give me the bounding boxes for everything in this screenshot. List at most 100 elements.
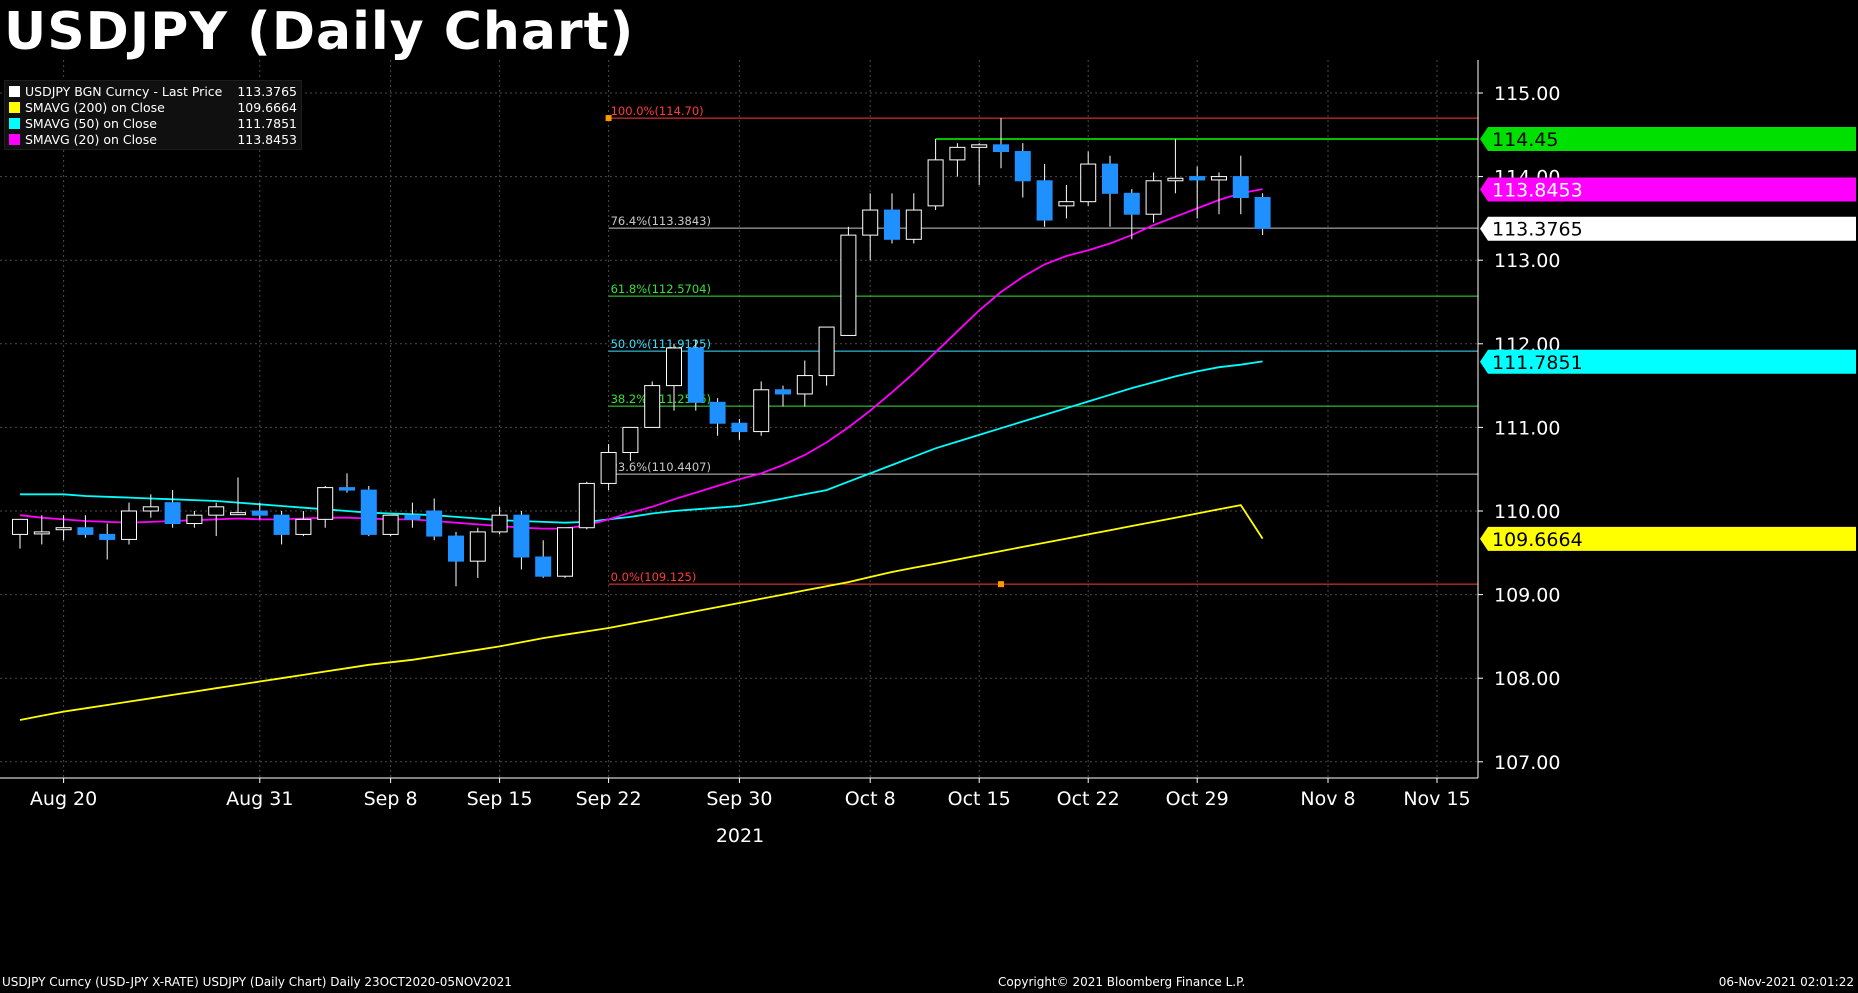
candle-up bbox=[666, 347, 682, 387]
candle-down bbox=[404, 514, 421, 520]
sma-line-2 bbox=[19, 188, 1263, 530]
candle-down bbox=[448, 535, 464, 562]
x-tick-label: Oct 15 bbox=[948, 788, 1011, 810]
sma-line-0 bbox=[19, 504, 1264, 721]
y-tick-label: 113.00 bbox=[1494, 250, 1560, 272]
candle-up bbox=[121, 510, 137, 540]
candle-up bbox=[317, 487, 334, 520]
x-tick-label: Oct 29 bbox=[1166, 788, 1229, 810]
candle-up bbox=[12, 518, 28, 535]
price-tag-label: 113.8453 bbox=[1492, 180, 1583, 202]
candle-up bbox=[295, 518, 312, 535]
fib-label: 50.0%(111.9125) bbox=[611, 337, 711, 351]
candle-down bbox=[360, 489, 377, 535]
candle-up bbox=[644, 385, 661, 428]
legend-label: SMAVG (50) on Close bbox=[25, 115, 157, 131]
legend-value: 113.8453 bbox=[237, 131, 297, 147]
candle-up bbox=[622, 426, 639, 453]
legend-item-sma20: SMAVG (20) on Close 113.8453 bbox=[5, 131, 301, 147]
fib-label: 0.0%(109.125) bbox=[611, 570, 697, 584]
chart-legend: USDJPY BGN Curncy - Last Price 113.3765 … bbox=[4, 80, 302, 150]
y-tick-label: 107.00 bbox=[1494, 752, 1560, 774]
candle-up bbox=[905, 209, 922, 240]
fib-label: 61.8%(112.5704) bbox=[611, 282, 711, 296]
candle-down bbox=[164, 502, 181, 525]
legend-swatch-sma200 bbox=[9, 101, 20, 113]
candle-down bbox=[99, 533, 116, 540]
price-tag-label: 113.3765 bbox=[1492, 219, 1583, 241]
candle-down bbox=[1123, 192, 1140, 215]
x-tick-label: Nov 15 bbox=[1403, 788, 1470, 810]
candle-down bbox=[993, 144, 1009, 153]
x-tick-label: Aug 31 bbox=[226, 788, 293, 810]
legend-value: 111.7851 bbox=[237, 115, 297, 131]
fib-label: 76.4%(113.3843) bbox=[611, 214, 711, 228]
candle-up bbox=[578, 482, 595, 529]
y-tick-label: 111.00 bbox=[1494, 417, 1560, 439]
candle-up bbox=[230, 512, 246, 516]
candle-down bbox=[1014, 151, 1031, 182]
fib-label: 38.2%(111.2546) bbox=[611, 392, 711, 406]
legend-swatch-price bbox=[9, 85, 20, 97]
candle-up bbox=[557, 527, 573, 577]
price-tag bbox=[1480, 177, 1856, 202]
candle-down bbox=[1254, 197, 1271, 229]
sma-line-1 bbox=[20, 360, 1263, 524]
candle-down bbox=[1036, 180, 1053, 221]
fib-anchor-marker bbox=[998, 581, 1004, 588]
candle-up bbox=[55, 527, 72, 531]
candle-down bbox=[535, 556, 552, 577]
y-tick-label: 109.00 bbox=[1494, 585, 1560, 607]
y-tick-label: 108.00 bbox=[1494, 668, 1560, 690]
candle-up bbox=[1080, 163, 1097, 203]
candle-up bbox=[818, 326, 835, 377]
x-tick-label: Nov 8 bbox=[1300, 788, 1355, 810]
fib-anchor-marker bbox=[605, 115, 612, 122]
candle-down bbox=[731, 422, 748, 433]
candle-down bbox=[1102, 163, 1118, 194]
fib-label: 23.6%(110.4407) bbox=[611, 460, 711, 474]
candle-up bbox=[927, 159, 944, 207]
legend-value: 113.3765 bbox=[237, 83, 297, 99]
candle-up bbox=[1211, 176, 1227, 181]
x-tick-label: Sep 22 bbox=[576, 788, 642, 810]
candle-down bbox=[884, 209, 900, 240]
y-tick-label: 115.00 bbox=[1494, 83, 1560, 105]
x-tick-label: Sep 8 bbox=[364, 788, 418, 810]
candle-up bbox=[186, 514, 203, 525]
legend-item-price: USDJPY BGN Curncy - Last Price 113.3765 bbox=[5, 83, 301, 99]
legend-label: SMAVG (200) on Close bbox=[25, 99, 165, 115]
candle-up bbox=[862, 209, 879, 236]
candle-down bbox=[687, 347, 704, 403]
legend-value: 109.6664 bbox=[237, 99, 297, 115]
candle-down bbox=[77, 527, 94, 535]
y-tick-label: 110.00 bbox=[1494, 501, 1560, 523]
price-tag bbox=[1480, 126, 1856, 151]
candle-up bbox=[1145, 180, 1162, 215]
candle-up bbox=[208, 506, 225, 516]
footer-copyright: Copyright© 2021 Bloomberg Finance L.P. bbox=[998, 975, 1246, 989]
chart-title: USDJPY (Daily Chart) bbox=[4, 2, 635, 62]
price-tag bbox=[1480, 526, 1856, 551]
legend-item-sma200: SMAVG (200) on Close 109.6664 bbox=[5, 99, 301, 115]
legend-swatch-sma50 bbox=[9, 117, 20, 129]
price-tag bbox=[1480, 349, 1856, 374]
price-tag-label: 114.45 bbox=[1492, 129, 1558, 151]
candle-up bbox=[469, 531, 486, 562]
candle-up bbox=[600, 451, 617, 484]
candle-down bbox=[709, 401, 726, 424]
candle-up bbox=[142, 506, 159, 512]
x-tick-label: Sep 30 bbox=[706, 788, 772, 810]
candle-down bbox=[273, 514, 290, 535]
legend-label: USDJPY BGN Curncy - Last Price bbox=[25, 83, 223, 99]
candle-up bbox=[33, 531, 50, 535]
candle-down bbox=[513, 514, 530, 558]
x-axis-year-label: 2021 bbox=[716, 825, 764, 847]
legend-label: SMAVG (20) on Close bbox=[25, 131, 157, 147]
legend-item-sma50: SMAVG (50) on Close 111.7851 bbox=[5, 115, 301, 131]
candle-down bbox=[251, 510, 268, 516]
candle-down bbox=[1189, 176, 1206, 181]
candle-up bbox=[796, 375, 813, 395]
candle-down bbox=[339, 487, 355, 491]
